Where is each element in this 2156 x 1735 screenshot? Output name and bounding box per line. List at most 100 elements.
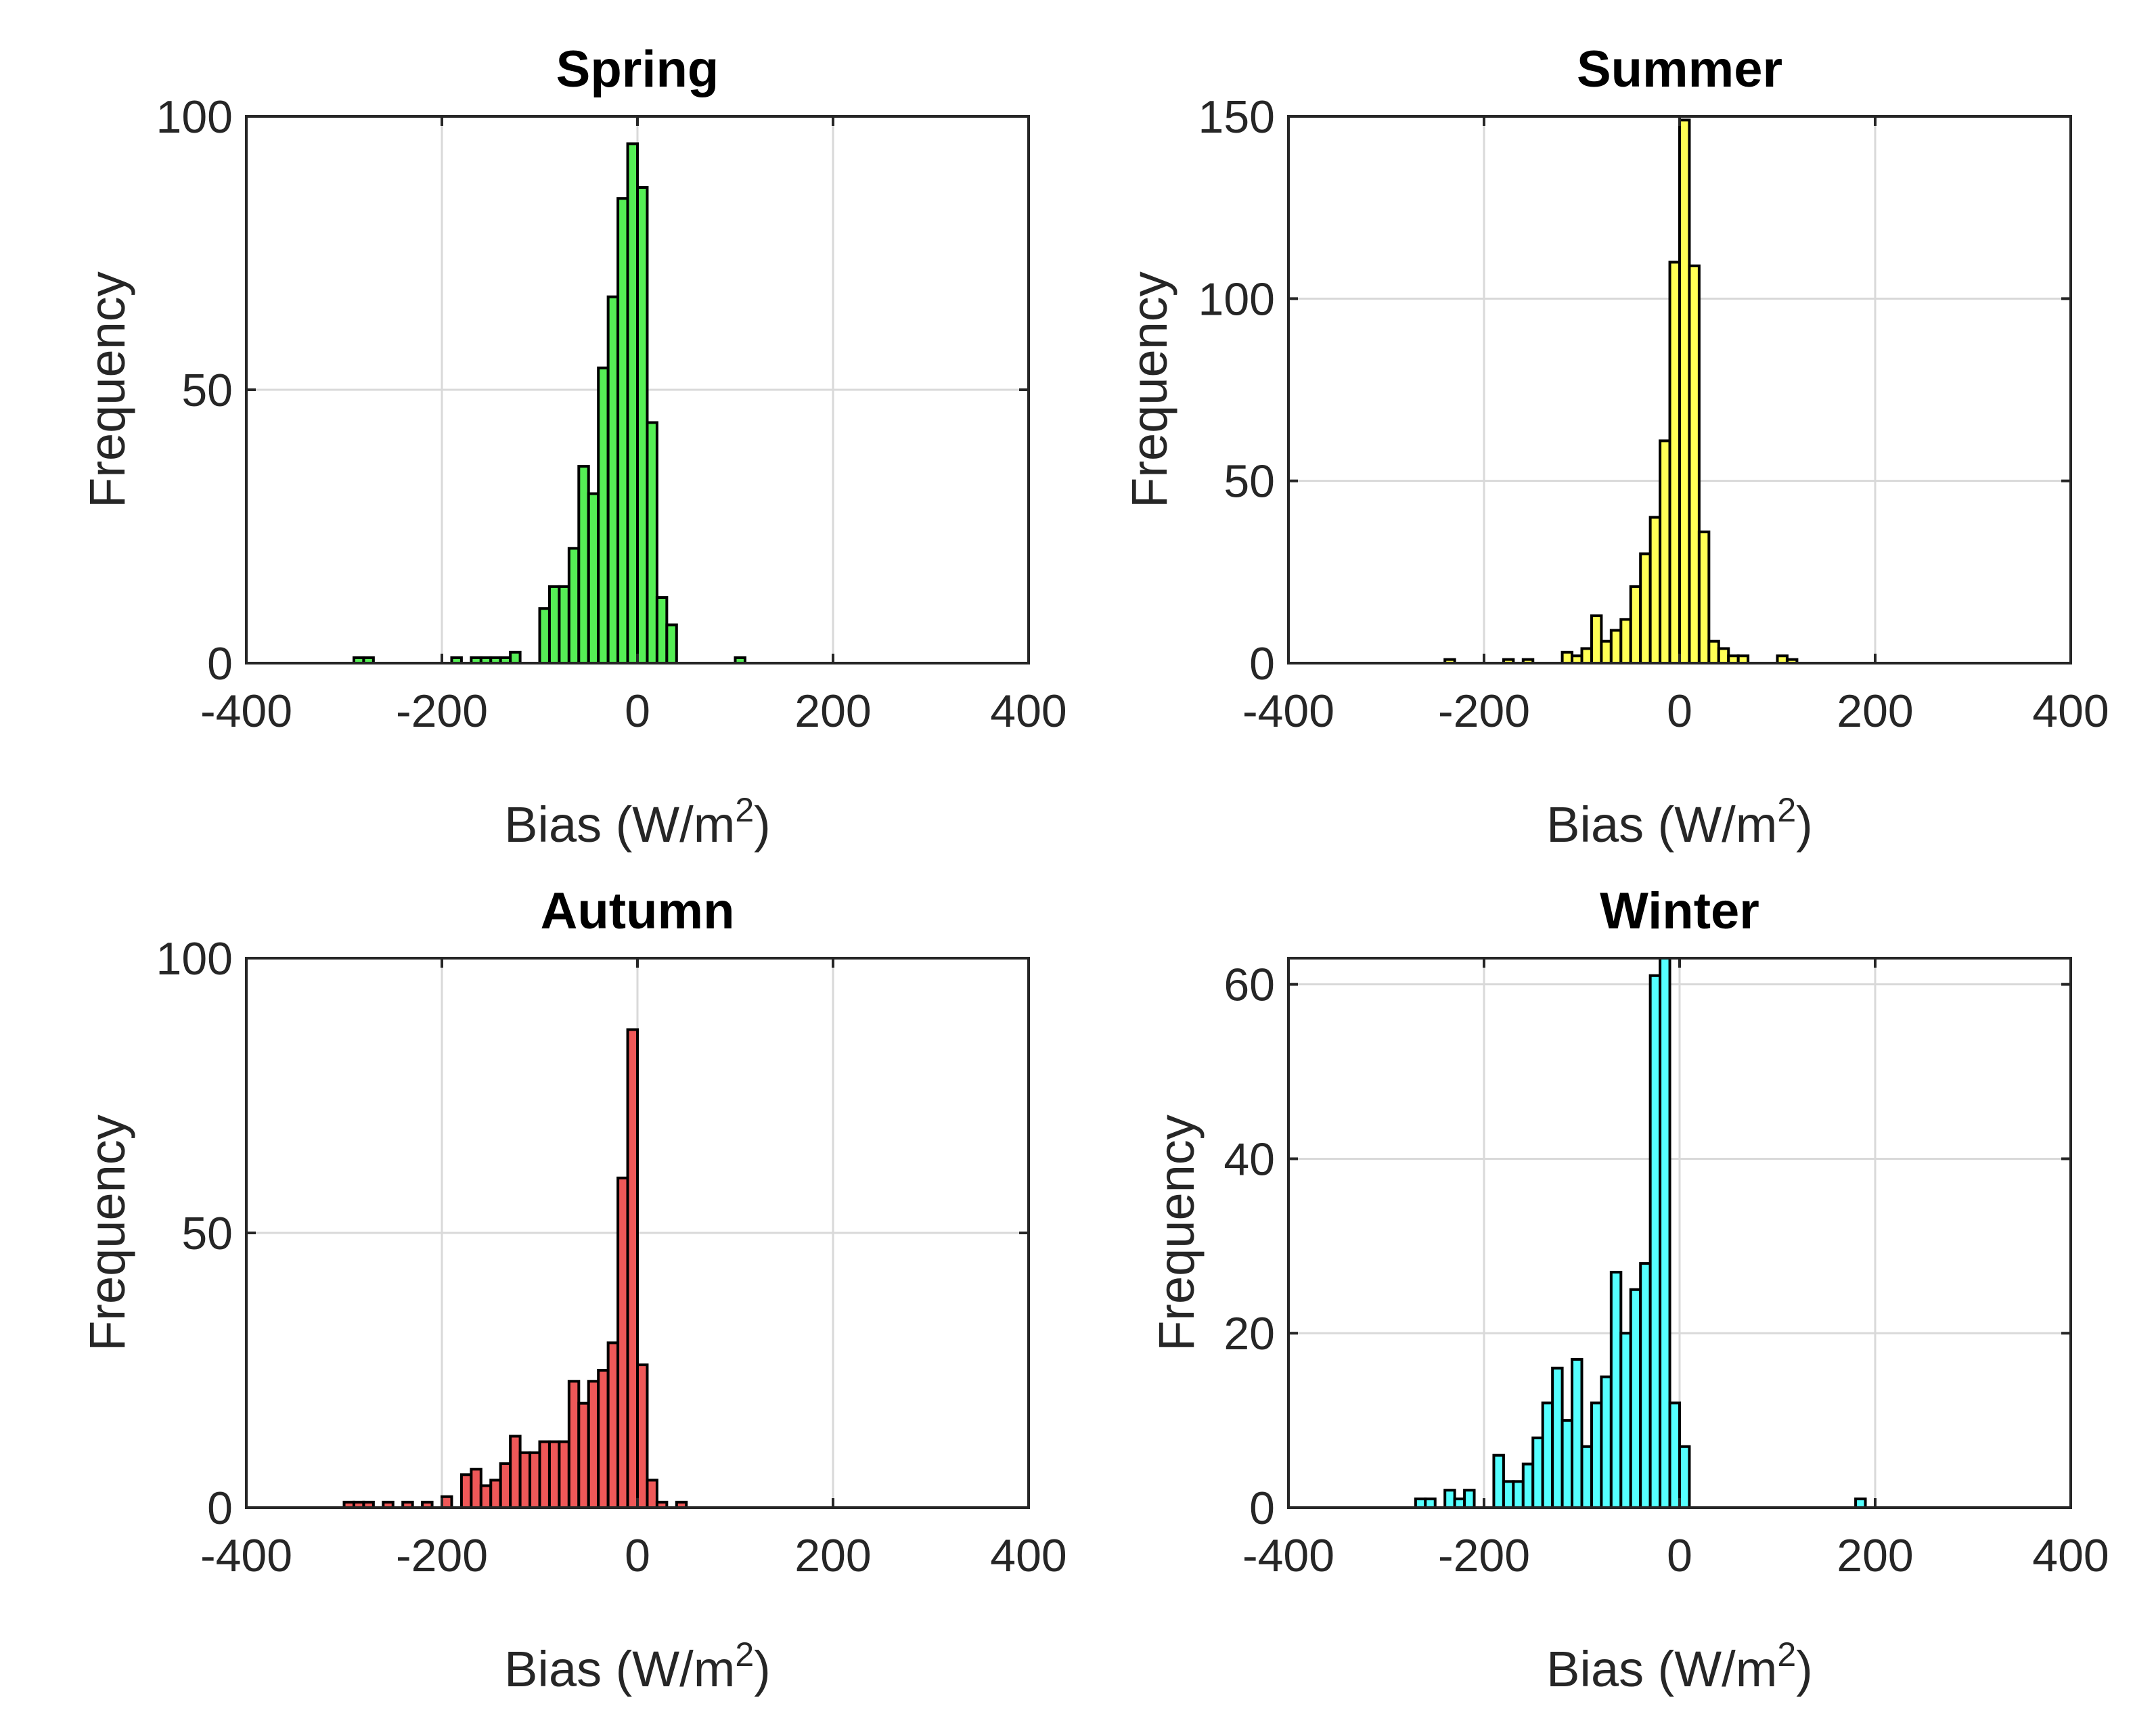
x-tick-label: 0 [1667,685,1692,737]
y-axis-label: Frequency [79,1114,135,1351]
y-tick-label: 0 [1249,638,1275,690]
y-tick-label: 0 [207,1483,233,1534]
y-tick-label: 50 [181,1208,233,1259]
histogram-bar [626,142,639,664]
chart-title: Autumn [540,882,734,940]
panel-autumn: -400 -200 0 200 400 0 50 100 Autumn Bias (W/m2) Fr… [79,882,1067,1697]
histogram-bar [1659,957,1671,1509]
histogram-bar [655,596,669,664]
histogram-bar [1521,1462,1535,1510]
histogram-bar [1600,1375,1613,1509]
histogram-bar [577,1401,590,1509]
histogram-bar [577,465,590,664]
x-axis-label: Bias (W/m2) [504,1636,771,1697]
histogram-bar [1678,1445,1691,1510]
histogram-bar [547,585,561,665]
histogram-bar [558,1440,570,1510]
histogram-bar [1688,264,1701,664]
histogram-bar [1619,1332,1632,1509]
histogram-bar [499,1462,512,1510]
y-tick-label: 100 [156,933,233,985]
y-tick-label: 20 [1223,1308,1275,1359]
x-tick-label: -200 [396,1530,488,1581]
y-tick-label: 0 [207,638,233,690]
y-tick-label: 50 [1223,456,1275,508]
y-axis-label: Frequency [79,271,135,508]
histogram-bar [1668,1401,1682,1509]
x-tick-label: 0 [625,685,650,737]
x-tick-label: 200 [1837,1530,1913,1581]
histogram-bar [616,1176,629,1510]
histogram-bar [567,1380,581,1509]
x-tick-label: 200 [1837,685,1913,737]
histogram-bar [597,1369,610,1509]
histogram-bar [1619,618,1632,664]
histogram-bar [1648,516,1662,664]
x-tick-label: 400 [990,1530,1066,1581]
chart-title: Summer [1577,41,1782,98]
histogram-bar [1600,639,1613,664]
histogram-bar [1629,1288,1642,1510]
x-tick-label: 0 [1667,1530,1692,1581]
histogram-bar [529,1451,541,1510]
histogram-bar [1492,1454,1505,1510]
histogram-bar [1531,1436,1544,1510]
histogram-bar [636,1363,649,1509]
histogram-bar [479,1484,493,1510]
histogram-bar [489,1479,502,1509]
histogram-bar [1590,1401,1603,1509]
histogram-bar [1639,1262,1652,1509]
histogram-bar [1551,1366,1564,1510]
y-tick-label: 100 [1198,273,1275,325]
histogram-bar [459,1473,473,1510]
histogram-bar [538,607,551,665]
histogram-bar [1560,650,1574,665]
histogram-bar [1609,1271,1623,1509]
histogram-bar [1659,439,1671,664]
chart-title: Spring [556,41,719,98]
histogram-bar [587,492,600,665]
histogram-bar [1580,1445,1593,1510]
histogram-bar [1678,118,1691,665]
histogram-bar [1717,647,1730,664]
x-tick-label: -400 [1242,685,1334,737]
histogram-bar [626,1028,639,1510]
y-axis-label: Frequency [1121,271,1177,508]
x-tick-label: 0 [625,1530,650,1581]
y-tick-label: 60 [1223,960,1275,1011]
histogram-bar [1590,614,1603,664]
y-tick-label: 40 [1223,1133,1275,1185]
histogram-bar [518,1451,532,1510]
histogram-bar [1463,1489,1476,1509]
histogram-bar [547,1440,561,1510]
histogram-bar [665,623,678,665]
histogram-bar [538,1440,551,1510]
panel-summer: -400 -200 0 200 400 0 50 100 150 Summer Bias (W/m2… [1121,41,2109,853]
x-tick-label: 200 [794,1530,871,1581]
histogram-bar [1648,974,1662,1510]
x-tick-label: 400 [2032,685,2109,737]
histogram-bar [509,650,522,665]
chart-title: Winter [1600,882,1759,940]
histogram-bar [1609,629,1623,665]
histogram-bar [1502,1480,1515,1509]
histogram-bar [1512,1480,1525,1509]
histogram-bar [470,1468,482,1509]
panel-winter: -400 -200 0 200 400 0 20 40 60 Winter Bias (W/m2) F… [1148,882,2109,1697]
histogram-bar [597,366,610,664]
histogram-bar [1560,1419,1574,1509]
histogram-bar [509,1435,522,1509]
x-tick-label: -400 [200,685,292,737]
histogram-bar [587,1380,600,1509]
histogram-bar [606,295,620,664]
histogram-bar [1541,1401,1554,1509]
histogram-bar [1629,585,1642,665]
x-tick-label: -400 [200,1530,292,1581]
histogram-bar [1580,647,1593,664]
histogram-bar [646,1479,658,1509]
histogram-bar [1639,552,1652,665]
histogram-bar [567,547,581,664]
y-tick-label: 0 [1249,1483,1275,1534]
histogram-bar [441,1495,453,1510]
